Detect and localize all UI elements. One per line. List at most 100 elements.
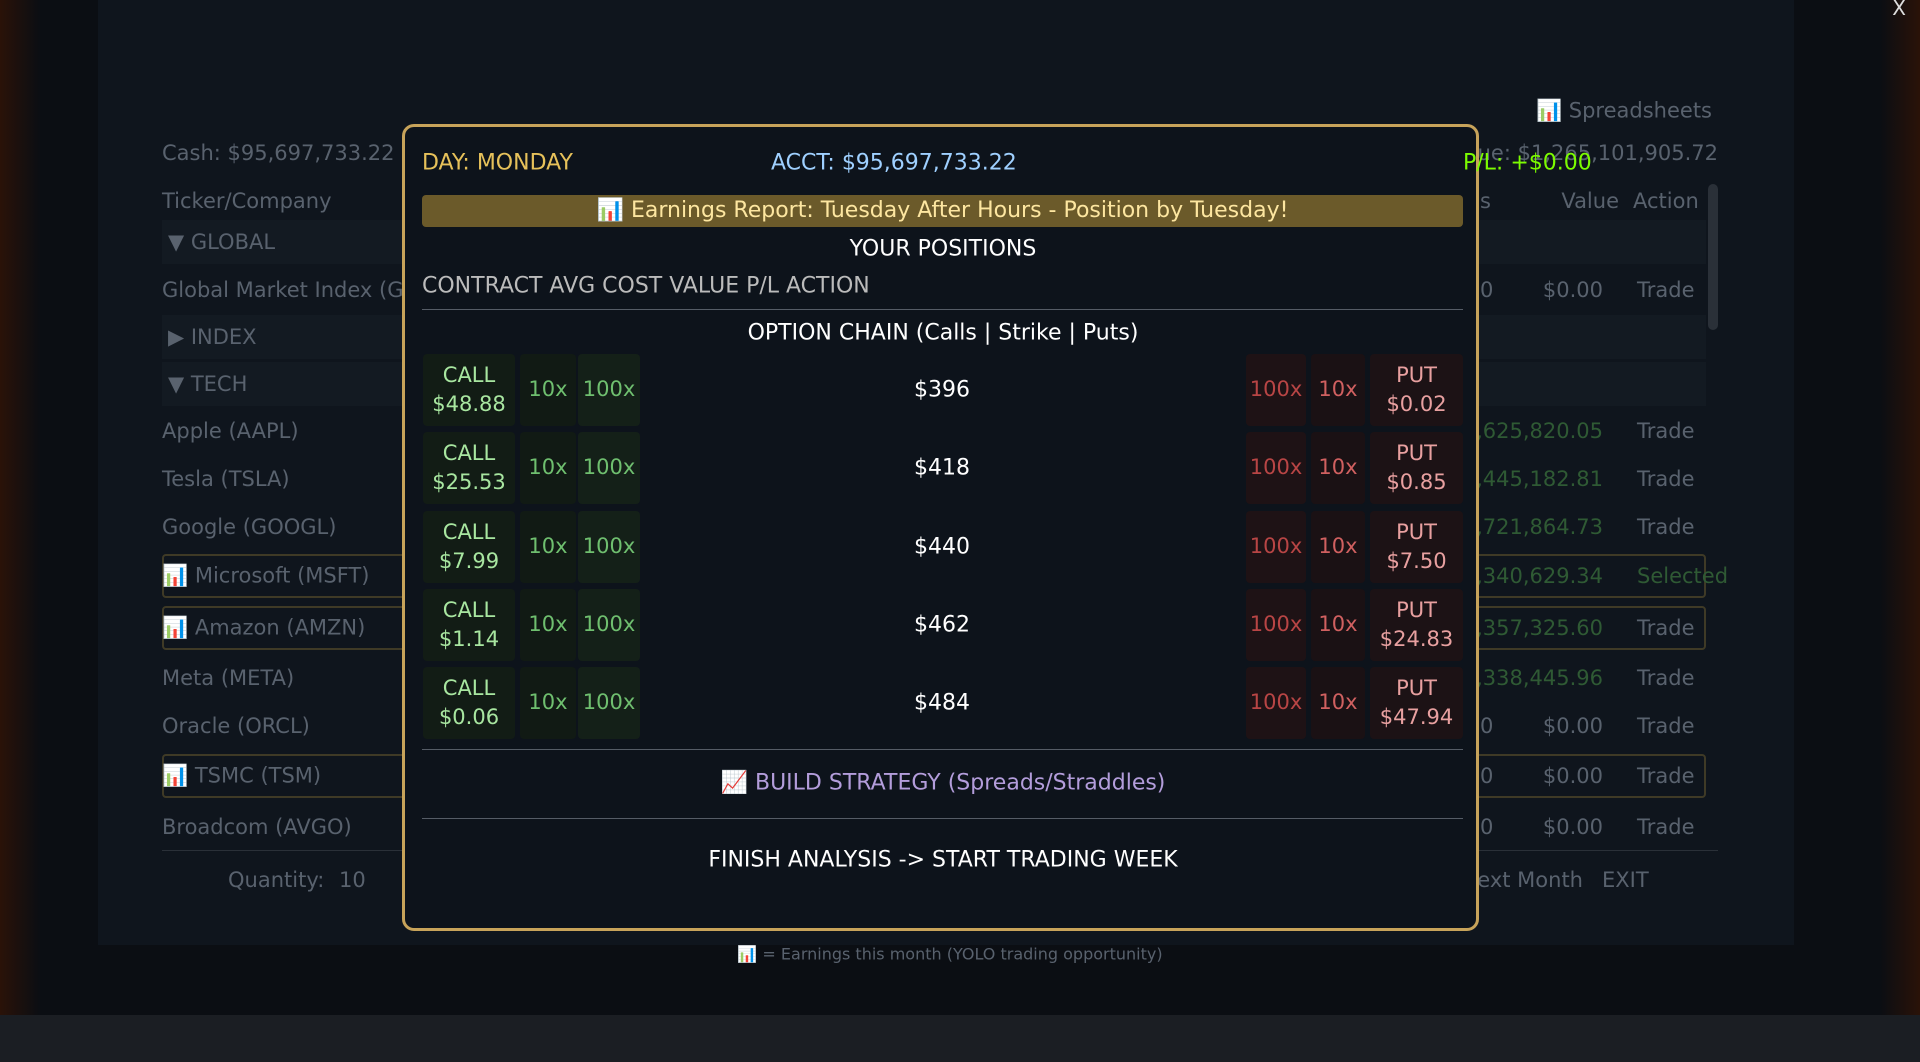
cash: Cash: $95,697,733.22	[162, 141, 395, 165]
call-label: CALL	[442, 519, 496, 544]
buy-100x-put[interactable]: 100x	[1246, 354, 1306, 426]
buy-100x-call[interactable]: 100x	[578, 354, 640, 426]
buy-100x-put[interactable]: 100x	[1246, 511, 1306, 583]
next-month-button[interactable]: ext Month	[1477, 868, 1583, 892]
action-button[interactable]: Trade	[1637, 666, 1695, 690]
action-button[interactable]: Trade	[1637, 278, 1695, 302]
buy-100x-call[interactable]: 100x	[578, 511, 640, 583]
put-label: PUT	[1396, 597, 1437, 622]
buy-10x-put[interactable]: 10x	[1311, 511, 1365, 583]
ticker: 📊 Amazon (AMZN)	[162, 615, 366, 640]
exit-button[interactable]: EXIT	[1602, 868, 1649, 892]
buy-10x-put[interactable]: 10x	[1311, 432, 1365, 504]
quantity-input[interactable]: 10	[339, 868, 366, 892]
action-button[interactable]: Trade	[1637, 764, 1695, 788]
buy-10x-call[interactable]: 10x	[520, 667, 576, 739]
put-cell[interactable]: PUT $47.94	[1370, 667, 1463, 739]
call-label: CALL	[442, 597, 496, 622]
quantity: 0	[1480, 764, 1494, 788]
label: 100x	[1249, 534, 1303, 559]
action-button[interactable]: Trade	[1637, 815, 1695, 839]
buy-100x-put[interactable]: 100x	[1246, 589, 1306, 661]
call-price: $7.99	[438, 549, 500, 573]
ticker: ▼ GLOBAL	[168, 230, 276, 254]
value: $0.00	[1542, 764, 1603, 788]
buy-100x-call[interactable]: 100x	[578, 667, 640, 739]
call-cell[interactable]: CALL $7.99	[423, 511, 515, 583]
label: 100x	[582, 534, 636, 559]
buy-100x-put[interactable]: 100x	[1246, 432, 1306, 504]
buy-100x-call[interactable]: 100x	[578, 589, 640, 661]
quantity: 0	[1480, 278, 1494, 302]
label: 10x	[1318, 534, 1358, 559]
put-cell[interactable]: PUT $7.50	[1370, 511, 1463, 583]
buy-100x-put[interactable]: 100x	[1246, 667, 1306, 739]
spreadsheets-button[interactable]: 📊 Spreadsheets	[1535, 98, 1712, 123]
label: 100x	[1249, 612, 1303, 637]
buy-10x-call[interactable]: 10x	[520, 511, 576, 583]
strike: $418	[914, 455, 970, 481]
ticker: Global Market Index (G	[162, 278, 404, 302]
quantity-label: Quantity:	[228, 868, 325, 892]
close-button[interactable]: X	[1892, 0, 1906, 20]
call-cell[interactable]: CALL $25.53	[423, 432, 515, 504]
put-price: $7.50	[1386, 549, 1447, 573]
put-price: $47.94	[1379, 705, 1454, 729]
ticker: ▼ TECH	[168, 372, 248, 396]
buy-10x-put[interactable]: 10x	[1311, 667, 1365, 739]
ticker: Apple (AAPL)	[162, 419, 299, 443]
label: 10x	[528, 690, 568, 715]
ticker: 📊 Microsoft (MSFT)	[162, 563, 370, 588]
call-price: $1.14	[438, 627, 500, 651]
buy-100x-call[interactable]: 100x	[578, 432, 640, 504]
footnote: 📊 = Earnings this month (YOLO trading op…	[737, 944, 1163, 964]
quantity: 0	[1480, 815, 1494, 839]
call-cell[interactable]: CALL $1.14	[423, 589, 515, 661]
action-button[interactable]: Trade	[1637, 467, 1695, 491]
chain-title: OPTION CHAIN (Calls | Strike | Puts)	[747, 320, 1139, 346]
call-cell[interactable]: CALL $0.06	[423, 667, 515, 739]
header-ticker: Ticker/Company	[162, 189, 332, 213]
buy-10x-call[interactable]: 10x	[520, 432, 576, 504]
scrollbar	[1708, 184, 1718, 330]
finish-button[interactable]: FINISH ANALYSIS -> START TRADING WEEK	[708, 847, 1178, 873]
call-cell[interactable]: CALL $48.88	[423, 354, 515, 426]
build-strategy[interactable]: 📈 BUILD STRATEGY (Spreads/Straddles)	[720, 770, 1166, 796]
action-button[interactable]: Trade	[1637, 616, 1695, 640]
put-price: $0.85	[1386, 470, 1447, 494]
buy-10x-call[interactable]: 10x	[520, 589, 576, 661]
buy-10x-call[interactable]: 10x	[520, 354, 576, 426]
label: 10x	[528, 377, 568, 402]
strike: $484	[914, 690, 970, 716]
value: $0.00	[1542, 278, 1603, 302]
put-cell[interactable]: PUT $24.83	[1370, 589, 1463, 661]
put-price: $0.02	[1386, 392, 1447, 416]
put-label: PUT	[1396, 362, 1437, 387]
action-button[interactable]: Trade	[1637, 419, 1695, 443]
day: DAY: MONDAY	[422, 150, 573, 176]
ticker: Oracle (ORCL)	[162, 714, 310, 738]
label: 100x	[582, 455, 636, 480]
strike: $440	[914, 534, 970, 560]
positions-header: CONTRACT AVG COST VALUE P/L ACTION	[422, 273, 870, 299]
label: 10x	[528, 455, 568, 480]
buy-10x-put[interactable]: 10x	[1311, 354, 1365, 426]
ticker: 📊 TSMC (TSM)	[162, 763, 322, 788]
taskbar	[0, 1015, 1920, 1062]
pl: P/L: +$0.00	[1463, 150, 1592, 176]
header-qty: s	[1480, 189, 1491, 213]
options-modal: DAY: MONDAY ACCT: $95,697,733.22 P/L: +$…	[402, 124, 1592, 931]
action-button[interactable]: Trade	[1637, 714, 1695, 738]
divider	[422, 749, 1463, 750]
action-button[interactable]: Trade	[1637, 515, 1695, 539]
put-cell[interactable]: PUT $0.85	[1370, 432, 1463, 504]
ticker: ▶ INDEX	[168, 325, 257, 349]
put-cell[interactable]: PUT $0.02	[1370, 354, 1463, 426]
call-price: $48.88	[432, 392, 506, 416]
buy-10x-put[interactable]: 10x	[1311, 589, 1365, 661]
label: 10x	[528, 534, 568, 559]
put-label: PUT	[1396, 519, 1437, 544]
ticker: Meta (META)	[162, 666, 295, 690]
action-button[interactable]: Selected	[1637, 564, 1729, 588]
